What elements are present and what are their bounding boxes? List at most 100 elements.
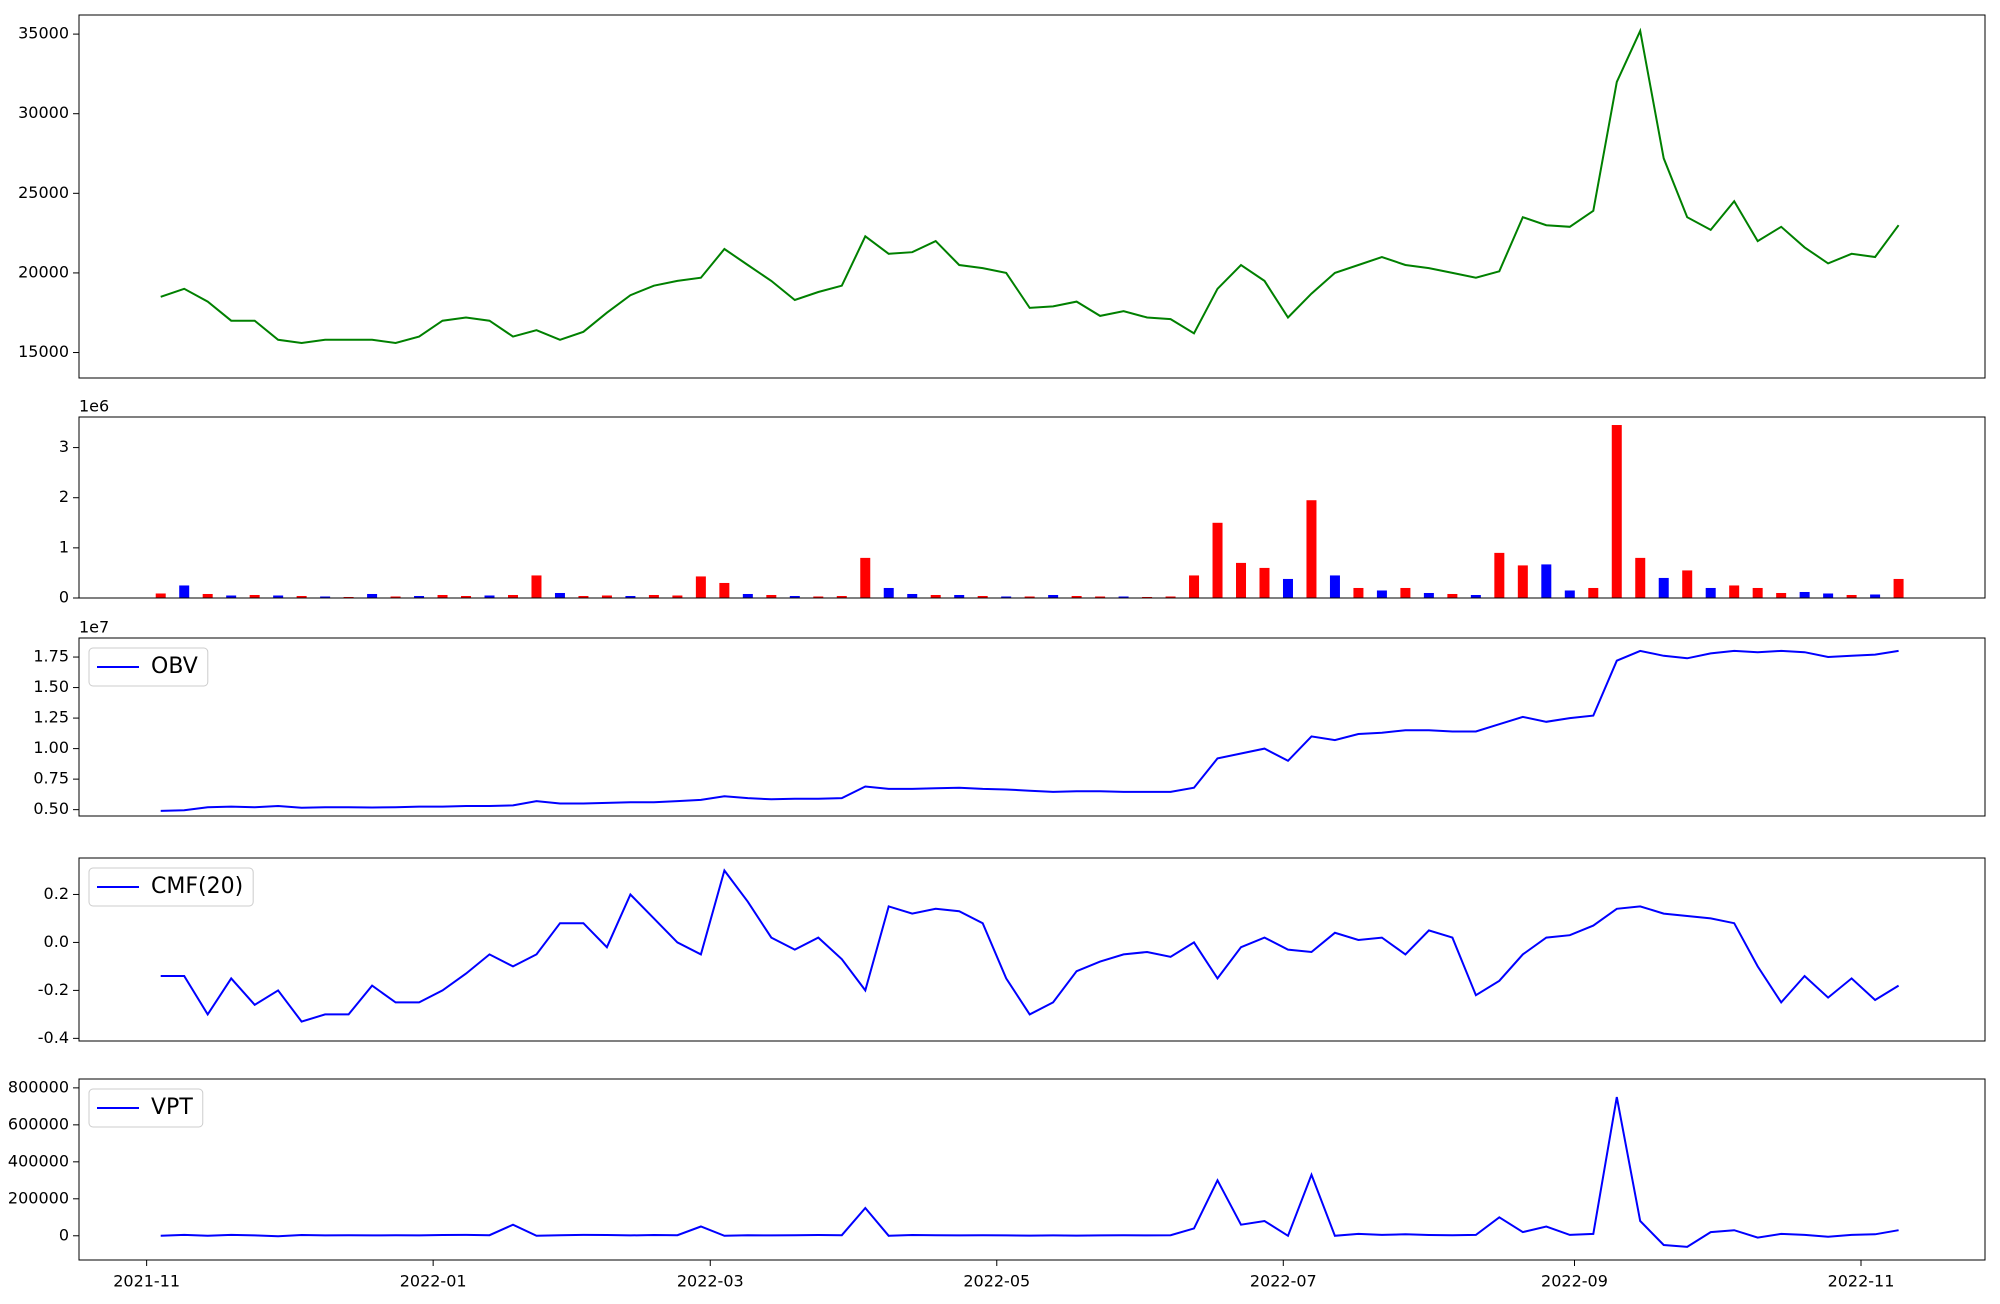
bar xyxy=(1658,577,1669,598)
y-tick-label: 2 xyxy=(59,487,69,506)
axis-offset: 1e6 xyxy=(79,397,109,416)
x-tick-label: 2022-11 xyxy=(1828,1272,1895,1291)
legend-label: VPT xyxy=(151,1095,193,1120)
y-tick-label: 0.75 xyxy=(33,769,69,788)
y-tick-label: 0.2 xyxy=(44,884,69,903)
bar xyxy=(1259,567,1270,598)
x-tick-label: 2022-01 xyxy=(400,1272,467,1291)
bar xyxy=(1705,587,1716,598)
axes-frame xyxy=(78,1078,1986,1261)
line xyxy=(160,868,1900,1023)
y-tick-label: 20000 xyxy=(18,262,69,281)
y-tick-label: 3 xyxy=(59,437,69,456)
x-tick-label: 2022-05 xyxy=(963,1272,1030,1291)
bar xyxy=(202,593,213,598)
bar xyxy=(1165,596,1176,598)
bar xyxy=(1212,522,1223,598)
bar xyxy=(1095,596,1106,598)
bar xyxy=(1048,594,1059,598)
bar xyxy=(648,594,659,598)
bar xyxy=(836,595,847,598)
bar xyxy=(484,595,495,598)
bar xyxy=(1001,596,1012,598)
y-tick-label: 800000 xyxy=(8,1077,69,1096)
bar xyxy=(1282,578,1293,598)
y-tick-label: 600000 xyxy=(8,1114,69,1133)
bar xyxy=(1541,564,1552,598)
y-tick-label: 200000 xyxy=(8,1188,69,1207)
legend-box xyxy=(88,647,209,687)
bar xyxy=(1306,500,1317,598)
y-tick-label: 30000 xyxy=(18,103,69,122)
bar xyxy=(1823,593,1834,598)
y-tick-label: 35000 xyxy=(18,24,69,43)
bar xyxy=(601,595,612,598)
bar xyxy=(367,593,378,598)
x-tick-label: 2022-07 xyxy=(1250,1272,1317,1291)
axes-frame xyxy=(78,637,1986,817)
bar xyxy=(1870,594,1881,598)
bar xyxy=(1611,425,1622,598)
bar xyxy=(930,594,941,598)
bar xyxy=(1564,590,1575,598)
bar xyxy=(414,595,425,598)
x-tick-label: 2022-09 xyxy=(1541,1272,1608,1291)
y-tick-label: 1.75 xyxy=(33,647,69,666)
bar xyxy=(766,594,777,598)
y-tick-label: -0.2 xyxy=(38,980,69,999)
bar xyxy=(1470,594,1481,598)
x-tick-label: 2021-11 xyxy=(113,1272,180,1291)
bar xyxy=(320,596,331,598)
bar xyxy=(1846,594,1857,598)
bar xyxy=(883,587,894,598)
bar xyxy=(672,595,683,598)
bar xyxy=(1776,592,1787,598)
bar xyxy=(226,595,237,598)
bar xyxy=(1494,552,1505,598)
y-tick-label: 0 xyxy=(59,1225,69,1244)
bar xyxy=(1236,562,1247,598)
bar xyxy=(554,592,565,598)
y-tick-label: 1 xyxy=(59,537,69,556)
axes-frame xyxy=(78,857,1986,1042)
y-tick-label: 0.50 xyxy=(33,799,69,818)
y-tick-label: 25000 xyxy=(18,183,69,202)
bar xyxy=(695,576,706,598)
bar xyxy=(179,585,190,598)
bar xyxy=(1142,596,1153,598)
bar xyxy=(1353,587,1364,598)
bar xyxy=(390,596,401,598)
bar xyxy=(1189,575,1200,598)
bar xyxy=(1423,592,1434,598)
legend-label: OBV xyxy=(151,654,198,679)
axis-offset: 1e7 xyxy=(79,618,109,637)
bar xyxy=(860,557,871,598)
y-tick-label: 0 xyxy=(59,588,69,607)
y-tick-label: -0.4 xyxy=(38,1028,69,1047)
bar xyxy=(155,593,166,598)
bar xyxy=(1729,585,1740,598)
legend-label: CMF(20) xyxy=(151,874,243,899)
line xyxy=(160,27,1900,345)
axes-frame xyxy=(78,416,1986,599)
bar xyxy=(625,595,636,598)
bar xyxy=(1635,557,1646,598)
bar xyxy=(1024,596,1035,598)
bar xyxy=(954,594,965,598)
bar xyxy=(1517,565,1528,598)
bar xyxy=(1893,578,1904,598)
y-tick-label: 1.00 xyxy=(33,738,69,757)
y-tick-label: 1.25 xyxy=(33,708,69,727)
bar xyxy=(1682,570,1693,598)
y-tick-label: 400000 xyxy=(8,1151,69,1170)
bar xyxy=(977,595,988,598)
bar xyxy=(1447,593,1458,598)
bar xyxy=(343,596,354,598)
bar xyxy=(719,582,730,598)
bar xyxy=(813,596,824,598)
bar xyxy=(1799,591,1810,598)
y-tick-label: 0.0 xyxy=(44,932,69,951)
y-tick-label: 1.50 xyxy=(33,677,69,696)
bar xyxy=(1588,587,1599,598)
bar xyxy=(437,594,448,598)
